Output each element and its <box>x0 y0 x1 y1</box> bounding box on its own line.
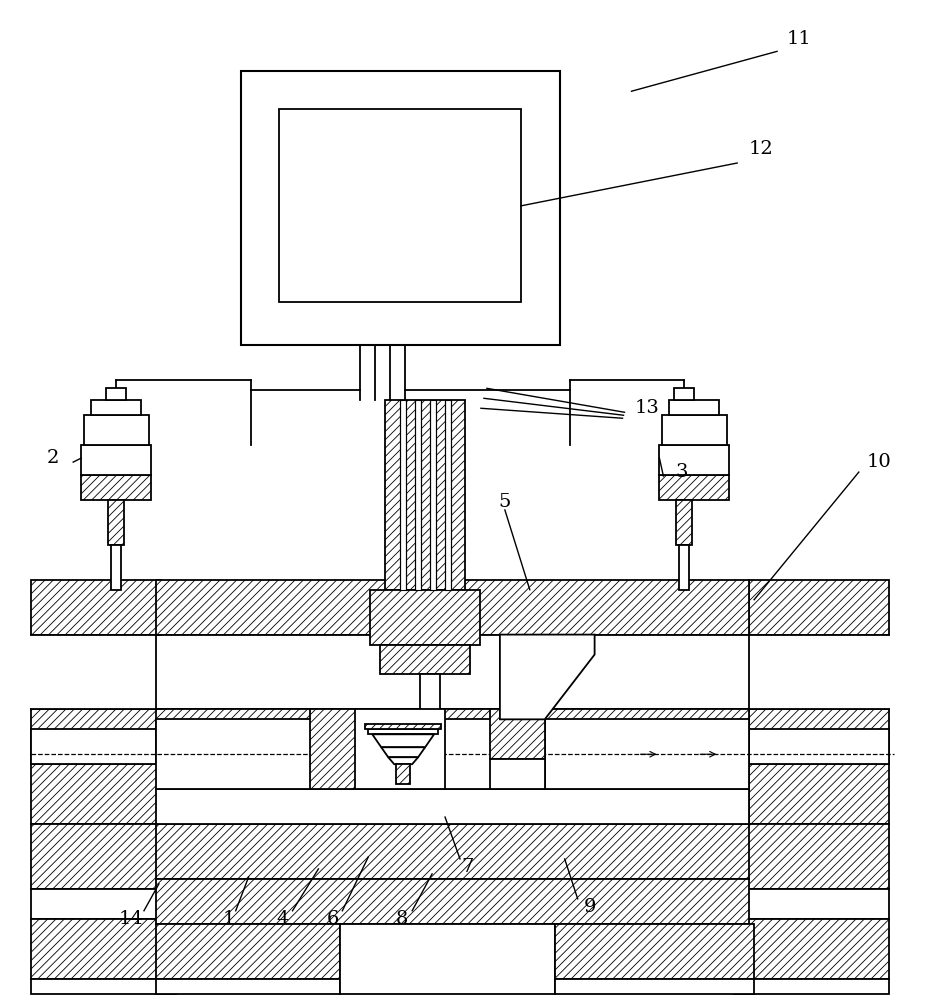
Bar <box>32 889 176 919</box>
Text: 10: 10 <box>866 453 890 471</box>
Bar <box>84 415 149 445</box>
Bar <box>81 445 151 475</box>
Bar <box>659 475 729 500</box>
Bar <box>108 500 124 545</box>
Bar <box>111 545 121 590</box>
Bar <box>400 400 406 590</box>
Bar <box>156 924 340 979</box>
Text: 13: 13 <box>634 399 659 417</box>
Polygon shape <box>368 729 438 734</box>
Bar <box>32 580 160 635</box>
Bar <box>668 400 718 415</box>
Bar <box>544 719 748 789</box>
Bar <box>429 400 436 590</box>
Bar <box>662 415 727 445</box>
Text: 6: 6 <box>327 910 339 928</box>
Text: 12: 12 <box>748 140 772 158</box>
Bar <box>315 719 544 789</box>
Bar <box>554 924 754 979</box>
Bar <box>489 759 544 789</box>
Bar <box>355 709 445 789</box>
Bar <box>420 674 439 719</box>
Text: 7: 7 <box>462 858 474 876</box>
Bar <box>385 400 464 590</box>
Bar <box>32 824 176 889</box>
Bar <box>733 979 888 994</box>
Bar <box>733 919 888 979</box>
Bar <box>380 645 469 674</box>
Bar <box>278 109 520 302</box>
Bar <box>315 709 544 764</box>
Bar <box>370 590 479 645</box>
Bar <box>156 824 748 879</box>
Bar <box>489 709 544 759</box>
Text: 3: 3 <box>674 463 687 481</box>
Bar <box>156 719 315 789</box>
Bar <box>240 71 559 345</box>
Bar <box>414 400 421 590</box>
Bar <box>679 545 689 590</box>
Bar <box>32 729 160 764</box>
Text: 9: 9 <box>583 898 595 916</box>
Bar <box>418 719 441 739</box>
Bar <box>445 400 451 590</box>
Bar <box>81 475 151 500</box>
Bar <box>659 445 729 475</box>
Bar <box>748 709 888 764</box>
Text: 14: 14 <box>119 910 143 928</box>
Bar <box>32 764 160 824</box>
Bar <box>32 709 160 764</box>
Polygon shape <box>396 764 410 784</box>
Polygon shape <box>500 635 594 719</box>
Bar <box>32 919 176 979</box>
Bar <box>156 709 315 764</box>
Bar <box>156 979 340 994</box>
Bar <box>156 635 748 709</box>
Bar <box>106 388 126 400</box>
Text: 4: 4 <box>276 910 288 928</box>
Bar <box>32 979 176 994</box>
Bar <box>156 879 748 924</box>
Text: 1: 1 <box>222 910 235 928</box>
Bar <box>748 580 888 635</box>
Text: 8: 8 <box>396 910 408 928</box>
Polygon shape <box>381 747 425 757</box>
Bar <box>748 635 888 709</box>
Bar <box>676 500 692 545</box>
Bar <box>733 889 888 919</box>
Bar <box>544 709 748 764</box>
Text: 5: 5 <box>498 493 511 511</box>
Bar <box>748 729 888 764</box>
Bar <box>156 789 748 824</box>
Text: 11: 11 <box>786 30 810 48</box>
Bar <box>32 635 160 709</box>
Polygon shape <box>372 734 434 747</box>
Bar <box>733 824 888 889</box>
Bar <box>674 388 693 400</box>
Polygon shape <box>387 757 418 764</box>
Bar <box>156 580 748 635</box>
Bar <box>748 764 888 824</box>
Bar <box>91 400 141 415</box>
Text: 2: 2 <box>47 449 59 467</box>
Bar <box>554 979 754 994</box>
Polygon shape <box>365 724 440 729</box>
Bar <box>311 709 365 789</box>
Bar <box>340 924 554 994</box>
